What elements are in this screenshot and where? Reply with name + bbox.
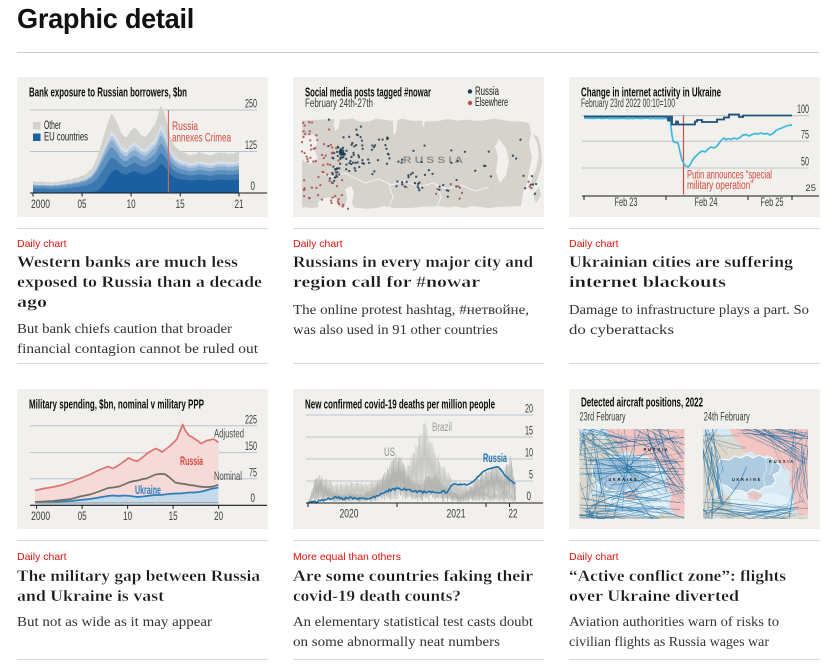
- svg-text:0: 0: [527, 489, 532, 503]
- svg-text:2000: 2000: [31, 197, 50, 211]
- svg-text:75: 75: [249, 465, 257, 479]
- svg-text:20: 20: [525, 402, 533, 416]
- svg-text:225: 225: [245, 412, 257, 426]
- svg-text:Russia: Russia: [475, 86, 499, 98]
- svg-text:23rd February: 23rd February: [580, 412, 626, 424]
- svg-text:10: 10: [127, 197, 136, 211]
- svg-text:21: 21: [235, 197, 244, 211]
- svg-text:2000: 2000: [31, 509, 50, 523]
- svg-text:15: 15: [169, 509, 178, 523]
- svg-text:2020: 2020: [340, 507, 359, 521]
- svg-text:Russia: Russia: [180, 456, 203, 468]
- svg-text:Feb 24: Feb 24: [695, 195, 718, 209]
- svg-text:150: 150: [245, 439, 257, 453]
- svg-text:125: 125: [245, 138, 257, 152]
- svg-text:military operation”: military operation”: [687, 180, 753, 192]
- svg-text:UKRAINE: UKRAINE: [609, 477, 639, 482]
- svg-text:Other: Other: [44, 120, 61, 132]
- svg-text:February 24th-27th: February 24th-27th: [305, 98, 373, 110]
- svg-text:50: 50: [801, 155, 809, 169]
- svg-text:RUSSIA: RUSSIA: [644, 447, 670, 452]
- svg-text:15: 15: [176, 197, 185, 211]
- svg-text:Elsewhere: Elsewhere: [475, 97, 508, 109]
- svg-text:R U S S I A: R U S S I A: [403, 155, 463, 165]
- svg-text:Nominal: Nominal: [214, 471, 242, 483]
- svg-text:2021: 2021: [447, 507, 466, 521]
- svg-text:Russia: Russia: [172, 121, 198, 133]
- svg-text:Russia: Russia: [483, 453, 507, 465]
- svg-text:10: 10: [525, 446, 533, 460]
- svg-text:15: 15: [525, 424, 533, 438]
- svg-text:25: 25: [805, 183, 816, 194]
- svg-text:05: 05: [78, 509, 87, 523]
- svg-text:annexes Crimea: annexes Crimea: [172, 133, 231, 145]
- svg-text:US: US: [384, 447, 395, 459]
- svg-text:UKRAINE: UKRAINE: [732, 477, 762, 482]
- svg-text:05: 05: [78, 197, 87, 211]
- svg-text:Feb 23: Feb 23: [615, 195, 638, 209]
- svg-text:22: 22: [509, 507, 518, 521]
- svg-text:100: 100: [797, 102, 809, 116]
- svg-text:5: 5: [529, 468, 533, 482]
- svg-text:250: 250: [245, 97, 257, 111]
- svg-text:Military spending, $bn, nomina: Military spending, $bn, nominal v milita…: [29, 398, 204, 412]
- svg-text:Feb 25: Feb 25: [761, 195, 784, 209]
- svg-text:Ukraine: Ukraine: [135, 485, 161, 497]
- svg-text:75: 75: [801, 128, 809, 142]
- svg-text:Bank exposure to Russian borro: Bank exposure to Russian borrowers, $bn: [29, 86, 187, 100]
- svg-text:24th February: 24th February: [704, 412, 750, 424]
- svg-text:RUSSIA: RUSSIA: [769, 459, 795, 464]
- svg-text:EU countries: EU countries: [44, 132, 88, 144]
- svg-text:Change in internet activity in: Change in internet activity in Ukraine: [581, 86, 721, 100]
- svg-text:Social media posts tagged #now: Social media posts tagged #nowar: [305, 86, 431, 100]
- svg-text:0: 0: [251, 179, 256, 193]
- svg-text:10: 10: [123, 509, 132, 523]
- svg-text:20: 20: [214, 509, 223, 523]
- svg-text:0: 0: [251, 491, 256, 505]
- svg-text:February 23rd 2022 00:10=100: February 23rd 2022 00:10=100: [581, 98, 675, 110]
- svg-text:Adjusted: Adjusted: [214, 429, 244, 441]
- svg-text:Detected aircraft positions, 2: Detected aircraft positions, 2022: [581, 396, 703, 410]
- svg-text:Brazil: Brazil: [432, 422, 452, 434]
- svg-text:Putin announces “special: Putin announces “special: [687, 170, 772, 182]
- svg-text:New confirmed covid-19 deaths: New confirmed covid-19 deaths per millio…: [305, 398, 495, 412]
